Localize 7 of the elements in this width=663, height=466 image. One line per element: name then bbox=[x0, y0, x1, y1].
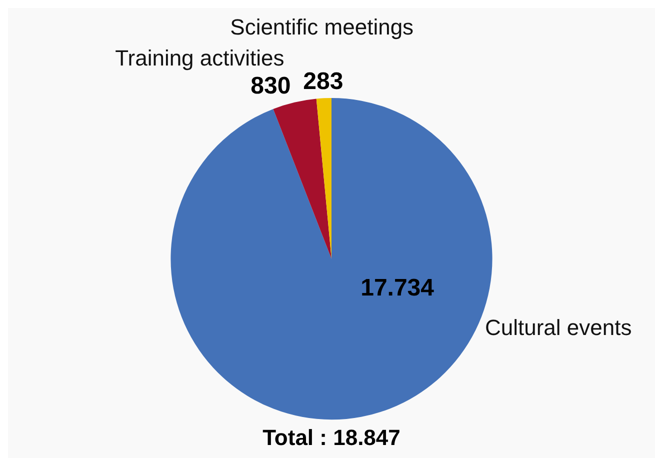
slice-label: Scientific meetings bbox=[230, 14, 414, 40]
data-label: 283 bbox=[303, 68, 344, 95]
slice-label: Cultural events bbox=[484, 315, 632, 340]
text: Total : 18.847 bbox=[262, 424, 400, 450]
data-label: 17.734 bbox=[360, 274, 435, 302]
data-label: 830 bbox=[250, 72, 291, 100]
slice-label: Training activities bbox=[115, 46, 284, 71]
